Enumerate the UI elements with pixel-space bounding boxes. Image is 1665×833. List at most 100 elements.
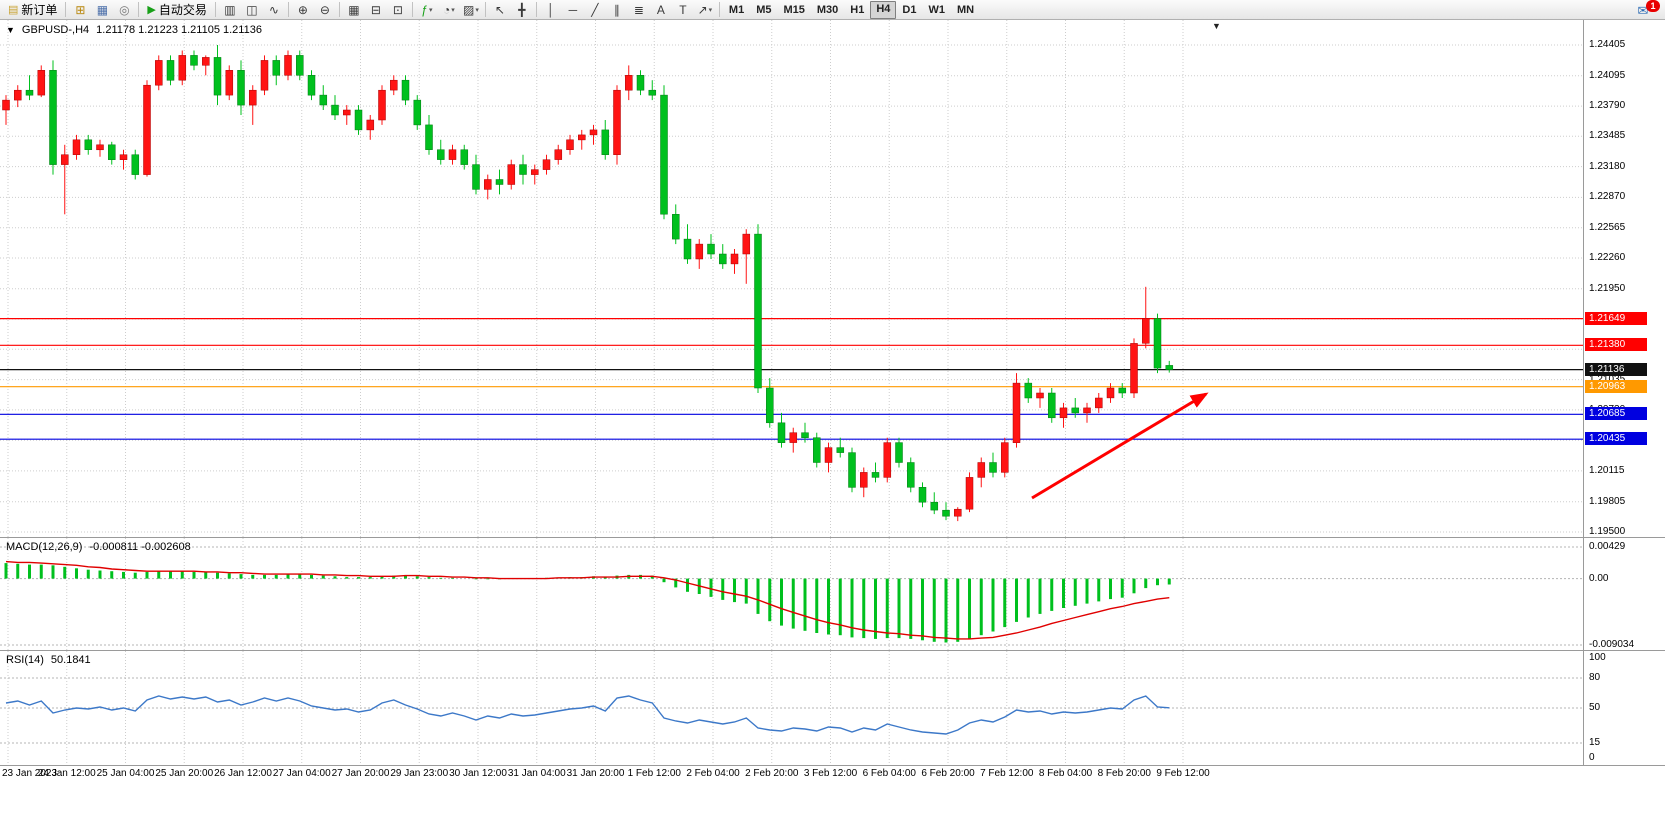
templates-dropdown[interactable]: ▨ ▾: [460, 1, 482, 19]
macd-values: -0.000811 -0.002608: [89, 541, 191, 553]
hline-price-tag: 1.21380: [1585, 338, 1647, 351]
price-chart-canvas[interactable]: [0, 20, 1583, 537]
chevron-down-icon: ▾: [428, 6, 433, 14]
chart-shift-marker[interactable]: ▼: [1212, 21, 1221, 31]
timeframe-mn-button[interactable]: MN: [956, 3, 975, 16]
navigator-icon[interactable]: ⊡: [387, 1, 409, 19]
text-label-icon[interactable]: T: [672, 1, 694, 19]
arrows-dropdown: ↗: [697, 2, 708, 17]
hline-price-tag: 1.21649: [1585, 312, 1647, 325]
notifications-button[interactable]: ✉ 1: [1631, 0, 1660, 19]
price-axis[interactable]: 1.24405 1.24095 1.23790 1.23485 1.23180 1.228…: [1583, 20, 1665, 766]
timeframe-m5-button[interactable]: M5: [756, 3, 772, 16]
macd-pane-canvas[interactable]: [0, 538, 1583, 650]
profiles-icon[interactable]: ▦: [91, 1, 113, 19]
timeframe-d1-button[interactable]: D1: [902, 3, 917, 16]
macd-axis-label: 0.00: [1589, 573, 1609, 584]
horizontal-line-icon: ─: [568, 2, 578, 17]
text-icon[interactable]: A: [650, 1, 672, 19]
time-axis-label: 31 Jan 04:00: [507, 768, 566, 779]
timeframe-m15-button[interactable]: M15: [783, 3, 805, 16]
arrows-dropdown[interactable]: ↗ ▾: [694, 1, 716, 19]
price-axis-label: 1.19500: [1589, 526, 1626, 537]
time-axis-label: 7 Feb 12:00: [980, 768, 1034, 779]
cursor-icon: ↖: [494, 2, 505, 17]
timeframe-h1-button[interactable]: H1: [850, 3, 865, 16]
price-axis-label: 1.22260: [1589, 252, 1626, 263]
macd-axis-label: 0.00429: [1589, 541, 1626, 552]
zoom-out-icon[interactable]: ⊖: [314, 1, 336, 19]
new-order-icon: ▤: [8, 4, 19, 16]
timeframe-w1-button[interactable]: W1: [928, 3, 945, 16]
hline-price-tag: 1.20435: [1585, 432, 1647, 445]
periods-dropdown: ◔: [443, 2, 451, 17]
crosshair-icon: ╋: [518, 2, 526, 17]
equidistant-channel-icon: ∥: [613, 2, 620, 17]
bar-chart-icon[interactable]: ▥: [219, 1, 241, 19]
toolbar-separator: [484, 2, 486, 17]
new-chart-icon[interactable]: ⊞: [69, 1, 91, 19]
zoom-in-icon[interactable]: ⊕: [292, 1, 314, 19]
macd-name: MACD(12,26,9): [6, 541, 83, 553]
fibonacci-icon[interactable]: ≣: [628, 1, 650, 19]
tile-windows-icon[interactable]: ▦: [343, 1, 365, 19]
price-axis-label: 1.22870: [1589, 191, 1626, 202]
rsi-axis-label: 0: [1589, 752, 1595, 763]
rsi-axis-label: 15: [1589, 737, 1601, 748]
toolbar-separator: [338, 2, 340, 17]
price-axis-label: 1.23790: [1589, 100, 1626, 111]
time-axis-label: 27 Jan 20:00: [331, 768, 390, 779]
trendline-icon[interactable]: ╱: [584, 1, 606, 19]
time-axis-label: 31 Jan 20:00: [566, 768, 625, 779]
candlestick-chart-icon[interactable]: ◫: [241, 1, 263, 19]
time-axis-label: 6 Feb 04:00: [862, 768, 916, 779]
data-window-icon[interactable]: ⊟: [365, 1, 387, 19]
timeframe-m30-button[interactable]: M30: [816, 3, 839, 16]
timeframe-m1-button[interactable]: M1: [728, 3, 745, 16]
hline-price-tag: 1.20685: [1585, 407, 1647, 420]
price-axis-label: 1.24095: [1589, 70, 1626, 81]
auto-trading-button-label: 自动交易: [158, 3, 207, 17]
toolbar-separator: [138, 2, 140, 17]
chart-window: 1.24405 1.24095 1.23790 1.23485 1.23180 1.228…: [0, 20, 1665, 833]
rsi-pane-canvas[interactable]: [0, 651, 1583, 765]
macd-label: MACD(12,26,9) -0.000811 -0.002608: [6, 541, 191, 553]
new-order-button[interactable]: ▤ 新订单: [3, 1, 62, 19]
candlestick-chart-icon: ◫: [246, 2, 258, 17]
text-label-icon: T: [679, 2, 687, 17]
time-axis-label: 8 Feb 04:00: [1038, 768, 1093, 779]
toolbar: ▤ 新订单 ⊞ ▦ ◎ ▶ 自动交易 ▥ ◫ ∿ ⊕ ⊖ ▦ ⊟ ⊡ ƒ ▾ ◔ ▾ ▨ ▾ ↖ ╋ │ ─ ╱ ∥ ≣ A T ↗ ▾ M1 M…: [0, 0, 1665, 20]
auto-trading-button[interactable]: ▶ 自动交易: [142, 1, 211, 19]
time-axis-label: 23 Jan 2023: [2, 768, 58, 779]
toolbar-separator: [287, 2, 289, 17]
time-axis-label: 26 Jan 12:00: [214, 768, 272, 779]
vertical-line-icon[interactable]: │: [540, 1, 562, 19]
rsi-axis-label: 100: [1589, 652, 1606, 663]
profiles-icon: ▦: [96, 2, 109, 17]
indicators-dropdown[interactable]: ƒ ▾: [416, 1, 438, 19]
time-axis-label: 30 Jan 12:00: [449, 768, 507, 779]
crosshair-icon[interactable]: ╋: [511, 1, 533, 19]
price-axis-label: 1.23485: [1589, 130, 1626, 141]
text-icon: A: [656, 2, 665, 17]
timeframe-h4-button[interactable]: H4: [870, 0, 897, 19]
mql5-community-icon[interactable]: ◎: [113, 1, 135, 19]
one-click-trading-toggle[interactable]: ▼: [6, 25, 15, 35]
cursor-icon[interactable]: ↖: [489, 1, 511, 19]
zoom-out-icon: ⊖: [319, 2, 330, 17]
vertical-line-icon: │: [547, 2, 555, 17]
pane-separator[interactable]: [0, 650, 1665, 651]
periods-dropdown[interactable]: ◔ ▾: [438, 1, 460, 19]
pane-separator[interactable]: [0, 537, 1665, 538]
time-axis-label: 27 Jan 04:00: [272, 768, 331, 779]
horizontal-line-icon[interactable]: ─: [562, 1, 584, 19]
equidistant-channel-icon[interactable]: ∥: [606, 1, 628, 19]
pane-separator: [0, 765, 1665, 766]
time-axis-label: 6 Feb 20:00: [921, 768, 975, 779]
time-axis[interactable]: 23 Jan 2023 24 Jan 12:00 25 Jan 04:00 25 Ja…: [0, 766, 1583, 782]
chart-header: ▼ GBPUSD-,H4 1.21178 1.21223 1.21105 1.2…: [6, 24, 262, 36]
rsi-axis-label: 80: [1589, 672, 1601, 683]
toolbar-separator: [718, 2, 720, 17]
line-chart-icon[interactable]: ∿: [263, 1, 285, 19]
rsi-label: RSI(14) 50.1841: [6, 654, 91, 666]
